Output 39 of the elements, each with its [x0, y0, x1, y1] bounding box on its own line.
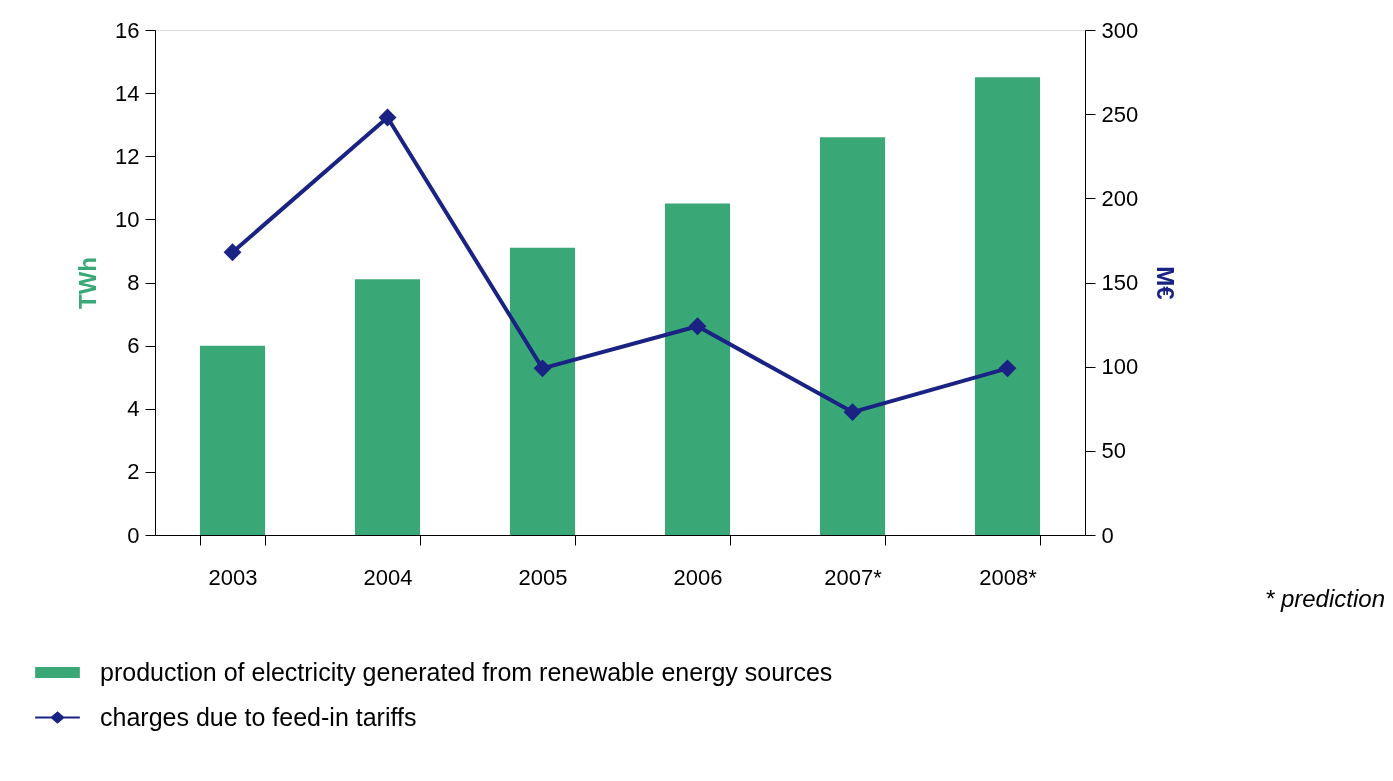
- x-tick-label: 2006: [673, 564, 723, 590]
- y2-tick-label: 300: [1101, 17, 1139, 43]
- legend-label: charges due to feed-in tariffs: [100, 702, 417, 731]
- y2-tick-label: 0: [1101, 522, 1114, 548]
- bar: [819, 137, 886, 535]
- y-tick-label: 2: [127, 459, 140, 485]
- y2-tick-label: 250: [1101, 101, 1139, 127]
- text: * prediction: [1264, 585, 1385, 612]
- x-tick-label: 2003: [208, 564, 258, 590]
- bar: [199, 345, 266, 535]
- y2-tick-label: 200: [1101, 185, 1139, 211]
- point: [533, 359, 552, 378]
- point: [843, 403, 862, 422]
- point: [378, 108, 397, 127]
- point: [223, 243, 242, 262]
- y2-tick-label: 100: [1101, 354, 1139, 380]
- x-tick-label: 2008*: [979, 564, 1038, 590]
- y-tick-label: 4: [127, 396, 140, 422]
- y-tick-label: 8: [127, 270, 140, 295]
- y2-tick-label: 50: [1101, 438, 1126, 464]
- y-tick-label: 14: [115, 80, 140, 106]
- y-tick-label: 6: [127, 333, 140, 359]
- x-tick-label: 2007*: [824, 564, 883, 590]
- y-tick-label: 12: [115, 143, 140, 169]
- y-tick-label: 0: [127, 522, 140, 548]
- legend-label: production of electricity generated from renewable energy sources: [100, 657, 833, 686]
- y-axis-title: TWh: [74, 257, 102, 309]
- point: [688, 317, 707, 336]
- x-tick-label: 2005: [518, 564, 568, 590]
- bar: [664, 203, 731, 535]
- bar: [509, 247, 576, 535]
- y-tick-label: 10: [115, 206, 140, 232]
- x-tick-label: 2004: [363, 564, 413, 590]
- y-tick-label: 16: [115, 17, 140, 43]
- point: [998, 359, 1017, 378]
- bar: [974, 77, 1041, 535]
- y2-axis-title: M€: [1152, 266, 1180, 300]
- y2-tick-label: 150: [1101, 270, 1139, 295]
- bar: [354, 279, 421, 535]
